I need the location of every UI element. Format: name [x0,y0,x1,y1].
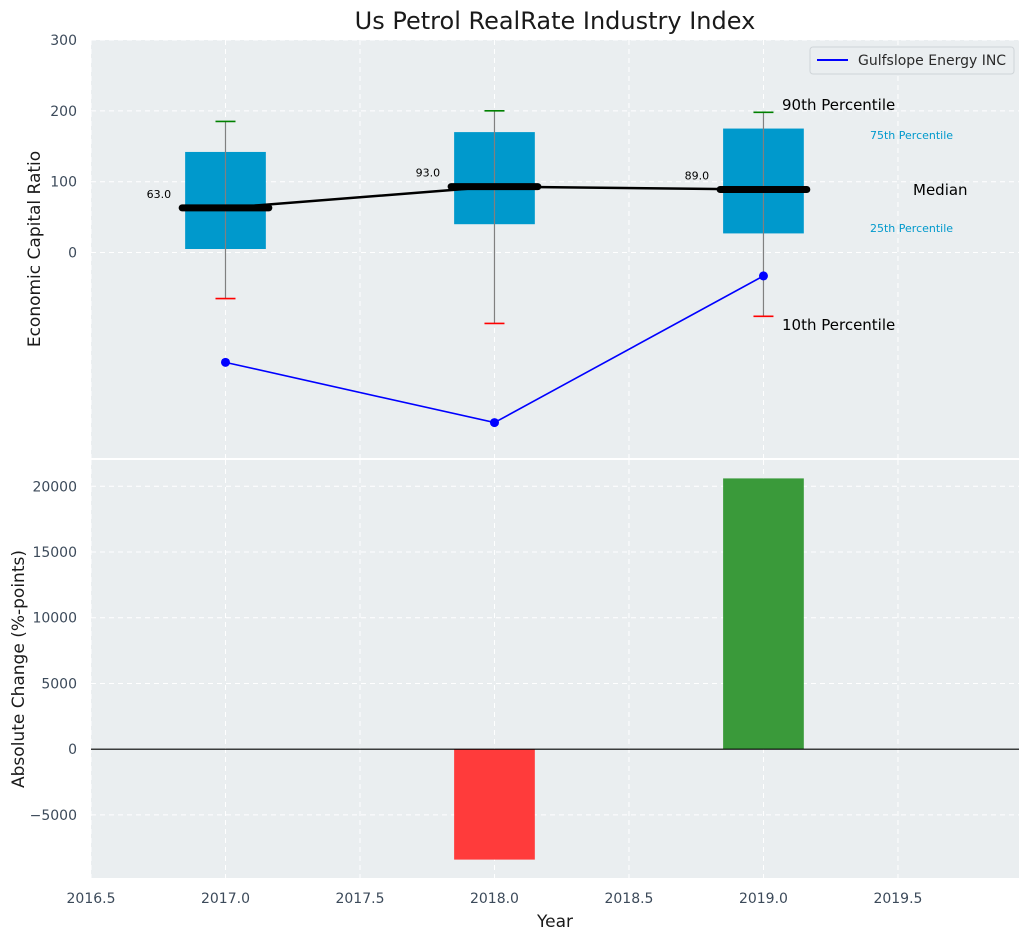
bottom-y-tick-label: −5000 [30,808,77,824]
median-value-label: 93.0 [416,167,441,180]
median-value-label: 63.0 [147,188,172,201]
bottom-y-axis-label: Absolute Change (%-points) [9,550,29,788]
bottom-y-tick-label: 0 [68,742,77,758]
annotation-10th-percentile: 10th Percentile [782,316,895,334]
legend-box [809,46,1015,75]
company-series-point [758,271,768,281]
annotation-25th-percentile: 25th Percentile [870,222,953,235]
company-series-point [220,357,230,367]
top-y-tick-label: 100 [50,175,77,191]
x-tick-label: 2019.5 [873,891,922,907]
top-y-tick-label: 200 [50,104,77,120]
x-tick-label: 2018.0 [470,891,519,907]
annotation-median: Median [913,181,968,199]
top-y-tick-label: 0 [68,246,77,262]
bottom-plot-area [91,460,1019,878]
bottom-y-tick-label: 5000 [41,676,77,692]
top-y-tick-label: 300 [50,33,77,49]
bar-negative [454,749,535,860]
median-value-label: 89.0 [685,169,710,182]
bottom-y-tick-label: 15000 [32,545,77,561]
annotation-90th-percentile: 90th Percentile [782,96,895,114]
legend-label: Gulfslope Energy INC [858,53,1006,69]
top-y-axis-label: Economic Capital Ratio [25,151,45,347]
x-tick-label: 2018.5 [604,891,653,907]
annotation-75th-percentile: 75th Percentile [870,129,953,142]
bottom-y-tick-label: 20000 [32,479,77,495]
bar-positive [723,478,804,750]
x-tick-label: 2017.5 [335,891,384,907]
legend: Gulfslope Energy INC [809,46,1015,75]
chart-title: Us Petrol RealRate Industry Index [355,7,756,35]
x-tick-label: 2016.5 [67,891,116,907]
bottom-y-tick-label: 10000 [32,611,77,627]
x-axis-label: Year [536,912,573,932]
x-tick-label: 2017.0 [201,891,250,907]
x-tick-label: 2019.0 [739,891,788,907]
company-series-point [489,418,499,428]
